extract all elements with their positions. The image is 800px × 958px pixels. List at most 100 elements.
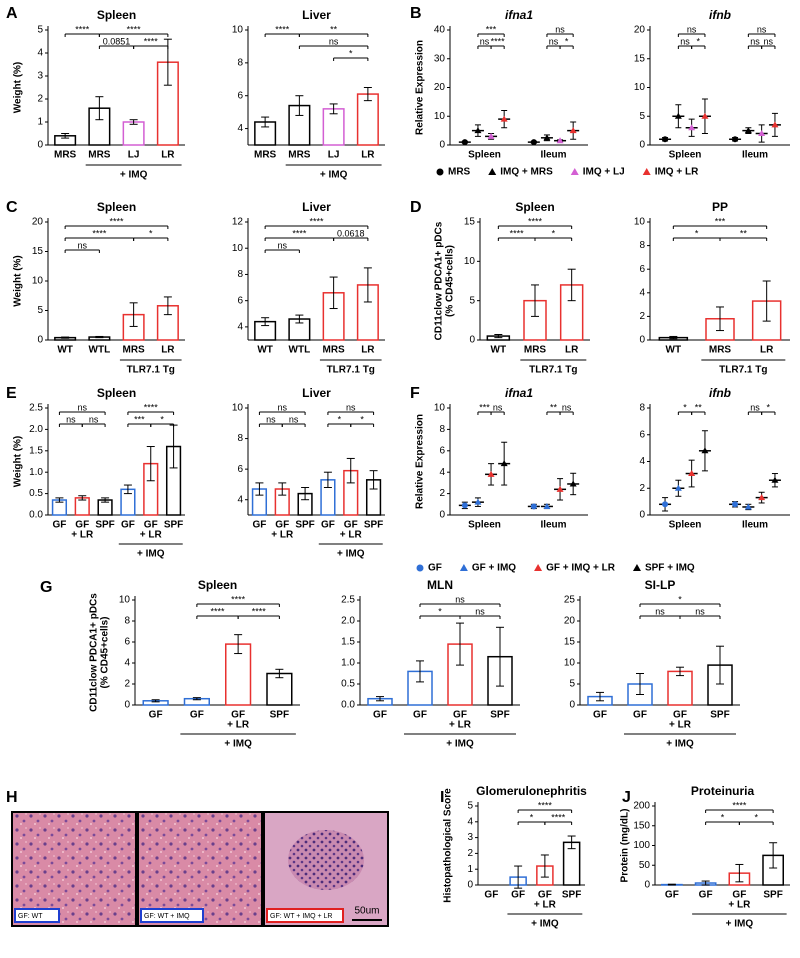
x-tick-label: Spleen [669, 150, 702, 161]
significance-label: * [565, 36, 569, 46]
y-tick-label: 10 [119, 595, 131, 606]
significance-label: **** [538, 800, 553, 810]
point [662, 136, 669, 143]
y-axis-label: Weight (%) [13, 255, 24, 306]
x-tick-label: GF [52, 520, 66, 531]
point [688, 124, 696, 131]
group-label: + IMQ [726, 919, 754, 930]
legend-label: GF + IMQ + LR [546, 563, 616, 574]
significance-label: ns [549, 36, 559, 46]
y-tick-label: 0 [439, 510, 445, 521]
x-tick-label: Spleen [669, 520, 702, 531]
histology-images: GF: WT GF: WT + IMQ GF: WT + IMQ + LR 50… [11, 811, 389, 927]
significance-label: ns [277, 240, 287, 250]
x-tick-label: MRS [288, 150, 311, 161]
x-tick-label: SPF [364, 520, 383, 531]
point [500, 115, 508, 122]
y-tick-label: 100 [633, 840, 650, 851]
point [530, 503, 537, 510]
significance-label: ns [480, 36, 490, 46]
x-tick-label: Ileum [742, 520, 768, 531]
x-tick-label: MRS [254, 150, 277, 161]
significance-label: **** [231, 594, 246, 604]
significance-label: ns [277, 402, 287, 412]
group-label: TLR7.1 Tg [529, 365, 577, 376]
y-tick-label: 4 [37, 48, 43, 59]
significance-label: * [767, 402, 771, 412]
x-tick-label: + LR [140, 530, 163, 541]
x-tick-label: + LR [227, 720, 250, 731]
significance-label: *** [479, 402, 490, 412]
significance-label: **** [144, 402, 159, 412]
significance-label: * [438, 606, 442, 616]
y-tick-label: 1.0 [341, 658, 355, 669]
y-tick-label: 40 [434, 25, 446, 36]
significance-label: **** [309, 216, 324, 226]
significance-label: * [160, 414, 164, 424]
group-label: TLR7.1 Tg [719, 365, 767, 376]
significance-label: ns [329, 36, 339, 46]
legend-label: IMQ + LR [655, 167, 699, 178]
y-tick-label: 8 [237, 57, 243, 68]
legend-marker [570, 168, 579, 175]
point [569, 480, 577, 487]
significance-label: 0.0851 [103, 36, 131, 46]
significance-label: * [721, 812, 725, 822]
y-tick-label: 0.0 [29, 510, 43, 521]
panel-letter: F [410, 385, 420, 402]
significance-label: ns [66, 414, 76, 424]
x-tick-label: Spleen [468, 150, 501, 161]
significance-label: * [349, 48, 353, 58]
legend-label: IMQ + LJ [583, 167, 625, 178]
x-tick-label: + LR [728, 900, 751, 911]
y-tick-label: 0 [644, 880, 650, 891]
significance-label: * [695, 228, 699, 238]
y-tick-label: 6 [439, 445, 445, 456]
y-tick-label: 0.5 [341, 679, 355, 690]
label-box [266, 908, 344, 923]
y-axis-label: Protein (mg/dL) [620, 809, 631, 883]
chart-title: ifnb [709, 386, 731, 400]
significance-label: ns [680, 36, 690, 46]
point [758, 130, 766, 136]
x-tick-label: + LR [71, 530, 94, 541]
y-tick-label: 15 [32, 246, 44, 257]
x-tick-label: SPF [562, 890, 581, 901]
y-tick-label: 15 [464, 217, 476, 228]
significance-label: * [360, 414, 364, 424]
significance-label: **** [210, 606, 225, 616]
y-tick-label: 5 [469, 295, 475, 306]
y-tick-label: 2.5 [341, 595, 355, 606]
y-tick-label: 10 [32, 276, 44, 287]
legend-marker [632, 564, 641, 571]
y-tick-label: 20 [564, 616, 576, 627]
y-tick-label: 10 [634, 217, 646, 228]
x-tick-label: SPF [95, 520, 114, 531]
panel-letter: I [440, 789, 444, 806]
significance-label: **** [491, 36, 506, 46]
point [662, 501, 669, 508]
point [487, 470, 495, 477]
x-tick-label: GF [149, 710, 163, 721]
point [461, 502, 468, 509]
scale-label: 50um [354, 906, 379, 917]
y-tick-label: 5 [639, 111, 645, 122]
chart-title: Spleen [515, 200, 554, 214]
x-tick-label: GF [453, 710, 467, 721]
panel-letter: J [622, 789, 631, 806]
bar [667, 670, 693, 706]
legend-marker [534, 564, 543, 571]
bar [356, 93, 379, 146]
y-tick-label: 0 [37, 140, 43, 151]
significance-label: ns [89, 414, 99, 424]
y-tick-label: 6 [124, 637, 130, 648]
x-tick-label: GF [344, 520, 358, 531]
x-tick-label: WTL [289, 345, 311, 356]
significance-label: **** [732, 800, 747, 810]
y-axis-label: Weight (%) [13, 62, 24, 113]
x-tick-label: + LR [449, 720, 472, 731]
significance-label: *** [715, 216, 726, 226]
glomerulus [288, 830, 364, 890]
x-tick-label: LR [361, 150, 375, 161]
legend-marker [642, 168, 651, 175]
